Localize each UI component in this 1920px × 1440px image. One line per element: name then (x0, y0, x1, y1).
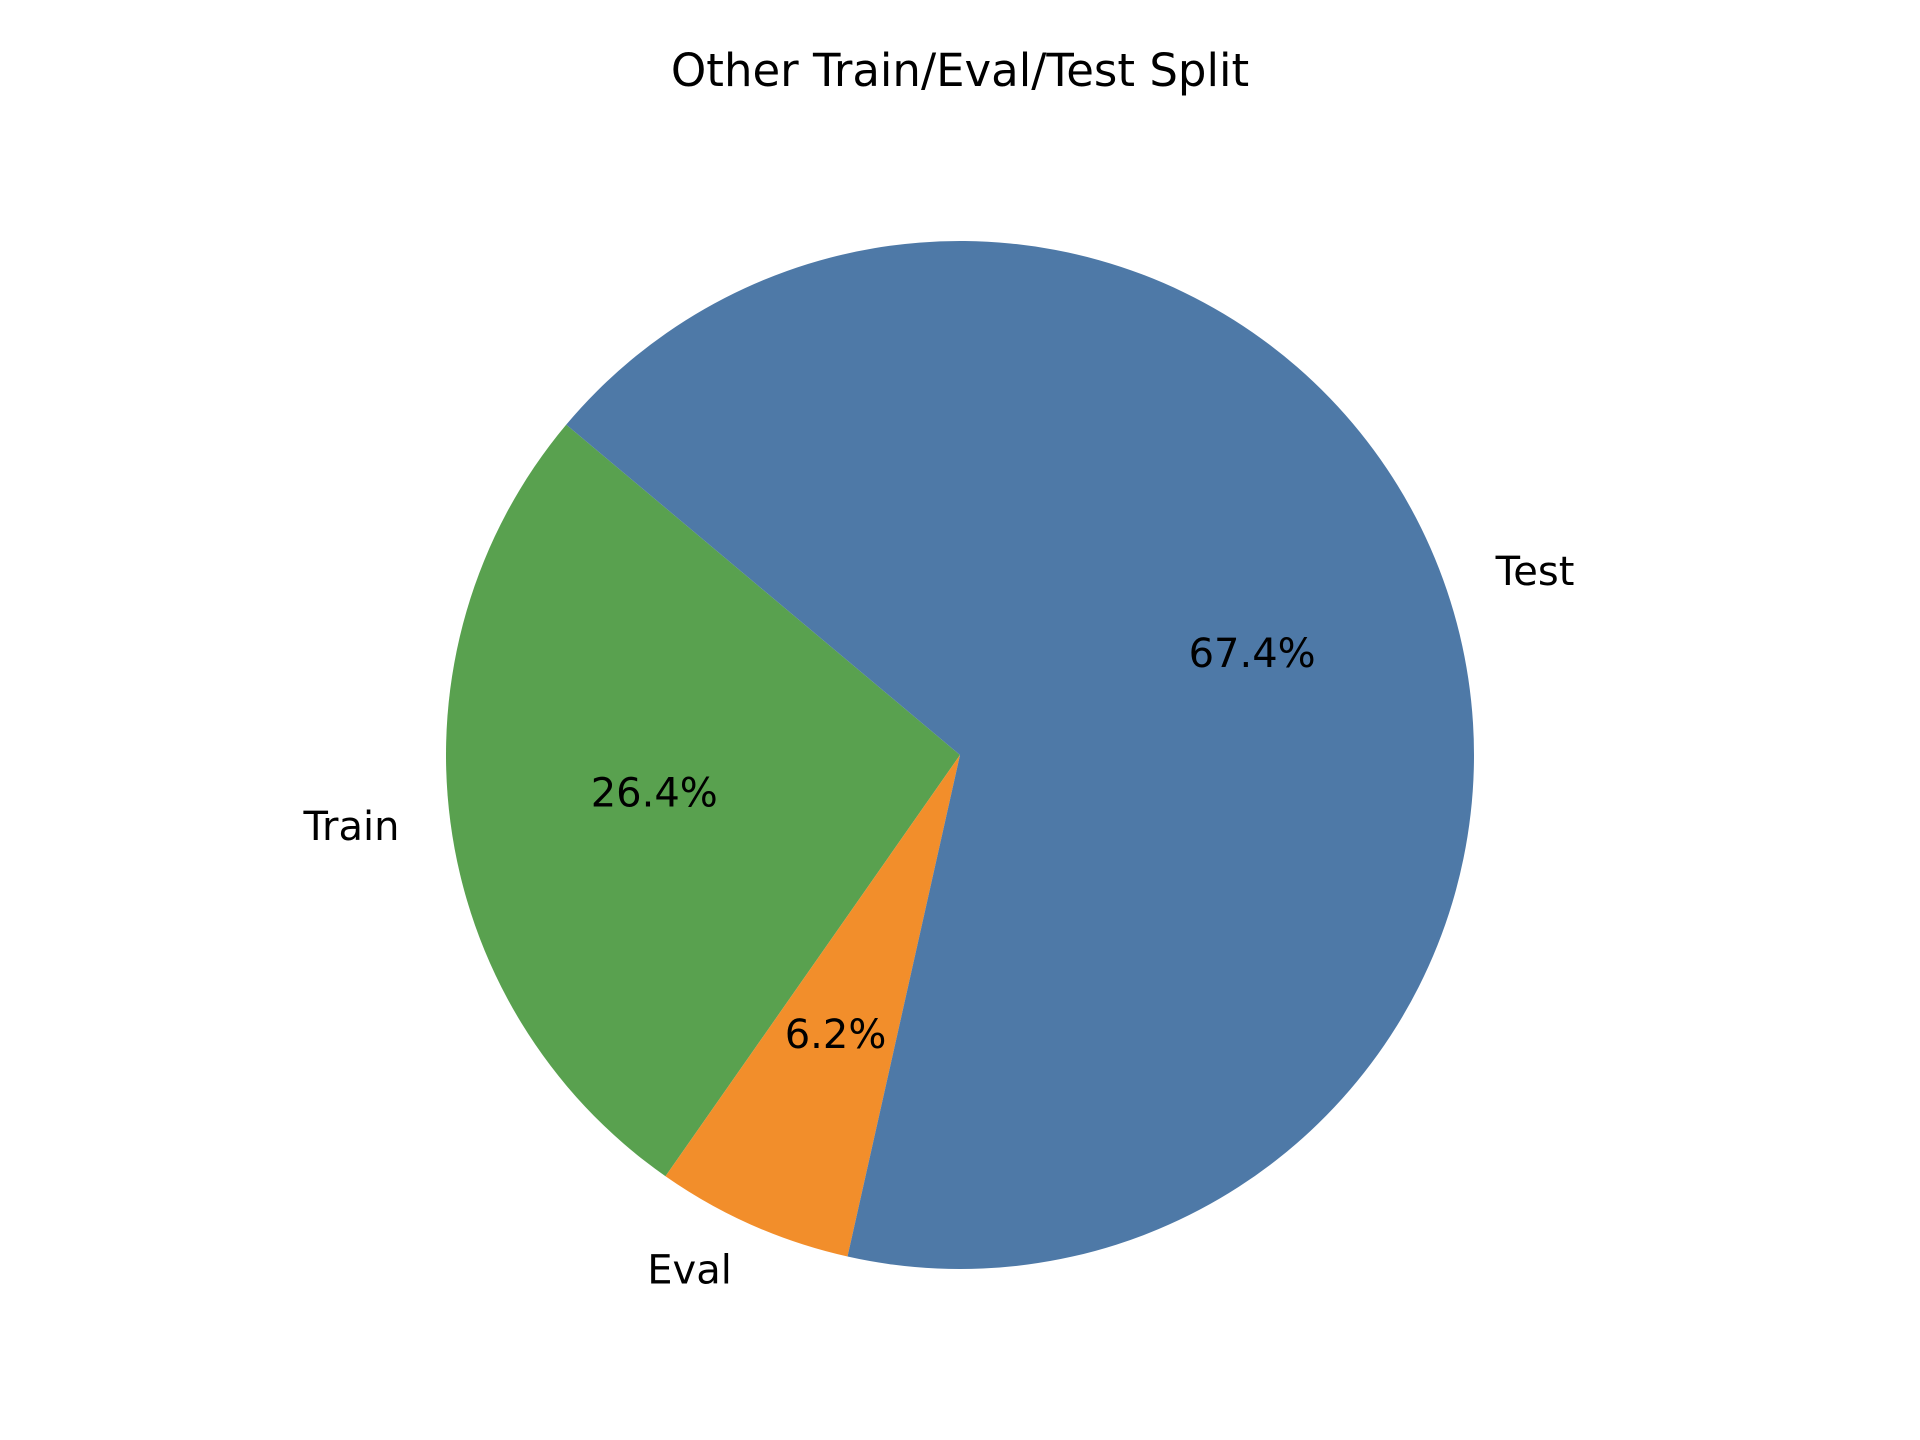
slice-label-eval: Eval (647, 1247, 732, 1293)
pie-slice-test (566, 241, 1474, 1269)
slice-label-train: Train (302, 804, 399, 850)
pct-label-test: 67.4% (1189, 631, 1316, 677)
pie-slice-train (446, 424, 960, 1177)
pie-labels: Train 26.4% Eval 6.2% Test 67.4% (302, 549, 1574, 1293)
pie-slices (446, 241, 1474, 1269)
slice-label-test: Test (1495, 549, 1575, 595)
pie-slice-eval (665, 755, 960, 1257)
pct-label-eval: 6.2% (785, 1012, 887, 1058)
chart-title: Other Train/Eval/Test Split (671, 44, 1249, 97)
pct-label-train: 26.4% (591, 770, 718, 816)
